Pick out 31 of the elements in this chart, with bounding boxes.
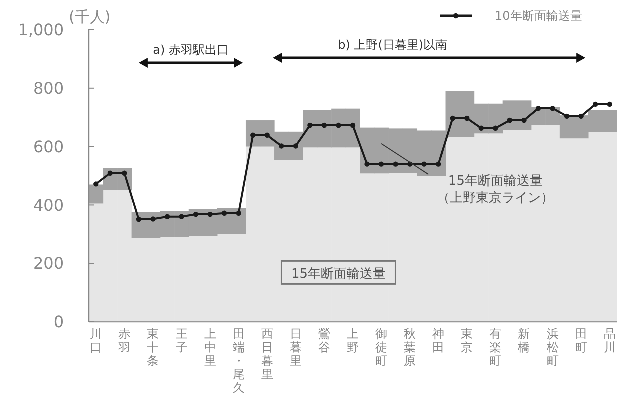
x-tick-label: 田町 <box>575 327 588 354</box>
x-tick-label: 王子 <box>176 327 188 354</box>
y-tick-label: 200 <box>33 254 64 274</box>
annotation: b) 上野(日暮里)以南 <box>338 38 448 52</box>
x-tick-label: 東十条 <box>147 327 160 368</box>
x-tick-label: 神田 <box>432 327 445 354</box>
x-tick-label: 秋葉原 <box>404 327 416 368</box>
x-tick-label: 浜松町 <box>546 327 559 368</box>
legend-label: 10年断面輸送量 <box>495 9 582 24</box>
x-tick-label: 上中里 <box>204 327 216 368</box>
x-tick-label: 有楽町 <box>490 327 502 368</box>
annotation: a) 赤羽駅出口 <box>153 43 229 57</box>
series-label: 15年断面輸送量（上野東京ライン） <box>437 174 554 206</box>
y-tick-label: 1,000 <box>18 20 64 40</box>
x-tick-label: 日暮里 <box>290 327 302 368</box>
y-tick-label: 0 <box>54 312 64 332</box>
x-tick-label: 東京 <box>461 327 474 354</box>
x-tick-label: 品川 <box>604 327 616 354</box>
y-tick-label: 600 <box>33 137 64 156</box>
x-tick-label: 上野 <box>347 327 359 354</box>
series-label: 15年断面輸送量 <box>291 267 386 282</box>
x-tick-label: 新橋 <box>518 327 530 354</box>
y-axis-title: (千人) <box>69 8 111 26</box>
x-tick-label: 鶯谷 <box>318 327 330 354</box>
x-tick-label: 西日暮里 <box>261 327 274 382</box>
x-tick-label: 川口 <box>90 327 102 354</box>
x-tick-label: 田端・尾久 <box>232 327 245 395</box>
x-tick-label: 御徒町 <box>376 327 388 368</box>
y-tick-label: 800 <box>33 79 64 98</box>
x-tick-label: 赤羽 <box>118 327 131 354</box>
y-tick-label: 400 <box>33 196 64 215</box>
